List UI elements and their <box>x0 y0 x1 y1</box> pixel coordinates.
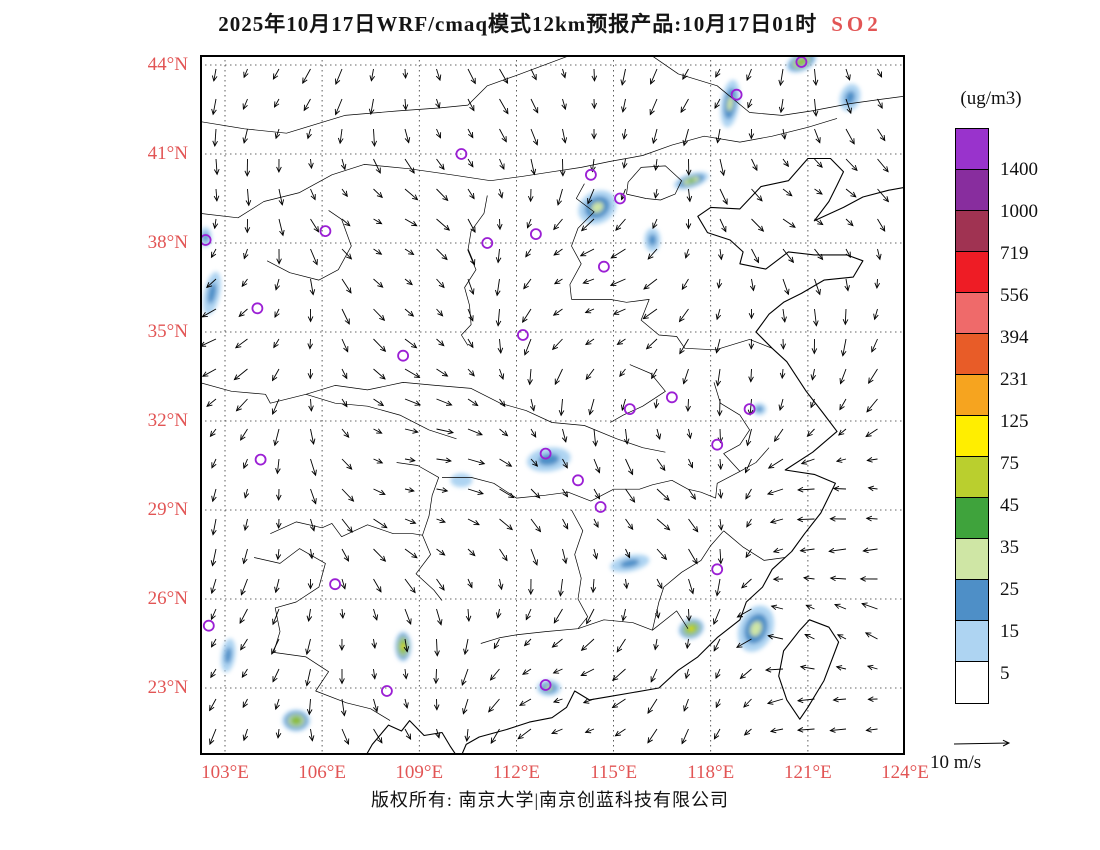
lon-tick-label: 106°E <box>298 762 346 783</box>
lat-tick-label: 26°N <box>147 588 188 609</box>
colorbar-level-label: 35 <box>1000 537 1019 558</box>
colorbar-segment <box>956 129 988 170</box>
forecast-map <box>200 55 905 755</box>
copyright-text: 版权所有: 南京大学|南京创蓝科技有限公司 <box>370 790 730 810</box>
colorbar-level-label: 394 <box>1000 327 1029 348</box>
colorbar-segment <box>956 662 988 703</box>
colorbar-segment <box>956 211 988 252</box>
colorbar-level-label: 719 <box>1000 243 1029 264</box>
colorbar <box>955 128 989 704</box>
lon-tick-label: 124°E <box>881 762 929 783</box>
lat-tick-label: 32°N <box>147 410 188 431</box>
colorbar-segment <box>956 170 988 211</box>
colorbar-unit-label: (ug/m3) <box>960 88 1022 109</box>
lon-tick-label: 109°E <box>395 762 444 783</box>
colorbar-segment <box>956 621 988 662</box>
lon-tick-label: 115°E <box>590 762 638 783</box>
colorbar-segment <box>956 416 988 457</box>
wind-scale-label: 10 m/s <box>930 752 982 773</box>
lat-tick-label: 41°N <box>147 143 188 164</box>
lon-tick-label: 103°E <box>201 762 249 783</box>
lat-tick-label: 44°N <box>147 54 188 75</box>
colorbar-segment <box>956 375 988 416</box>
colorbar-level-label: 5 <box>1000 663 1010 684</box>
title-text: 2025年10月17日WRF/cmaq模式12km预报产品:10月17日01时 <box>218 12 818 36</box>
wind-scale-arrow-icon <box>953 739 1011 747</box>
colorbar-segment <box>956 293 988 334</box>
page-title: 2025年10月17日WRF/cmaq模式12km预报产品:10月17日01时 S… <box>0 8 1100 38</box>
colorbar-level-label: 125 <box>1000 411 1029 432</box>
colorbar-level-label: 75 <box>1000 453 1019 474</box>
colorbar-segment <box>956 539 988 580</box>
colorbar-segment <box>956 457 988 498</box>
lat-tick-label: 35°N <box>147 321 188 342</box>
colorbar-segment <box>956 498 988 539</box>
colorbar-level-label: 15 <box>1000 621 1019 642</box>
colorbar-segment <box>956 334 988 375</box>
lat-tick-label: 29°N <box>147 499 188 520</box>
colorbar-level-label: 231 <box>1000 369 1029 390</box>
colorbar-level-label: 1400 <box>1000 159 1038 180</box>
title-pollutant: SO2 <box>831 12 882 36</box>
lon-tick-label: 112°E <box>492 762 540 783</box>
colorbar-level-label: 1000 <box>1000 201 1038 222</box>
lon-tick-label: 121°E <box>783 762 832 783</box>
colorbar-segment <box>956 252 988 293</box>
colorbar-segment <box>956 580 988 621</box>
lat-tick-label: 23°N <box>147 677 188 698</box>
lon-tick-label: 118°E <box>687 762 735 783</box>
lat-tick-label: 38°N <box>147 232 188 253</box>
colorbar-level-label: 25 <box>1000 579 1019 600</box>
colorbar-level-label: 556 <box>1000 285 1029 306</box>
colorbar-level-label: 45 <box>1000 495 1019 516</box>
